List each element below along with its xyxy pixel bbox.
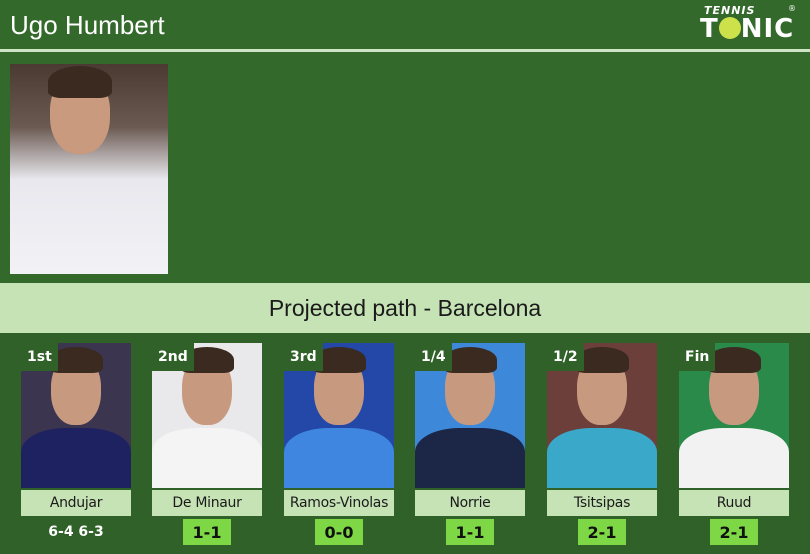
round-label: 1/2 xyxy=(547,343,584,371)
opponent-photo: 1/2 xyxy=(547,343,657,488)
match-score: 6-4 6-3 xyxy=(48,524,104,540)
opponent-photo: Fin xyxy=(679,343,789,488)
h2h-badge: 2-1 xyxy=(578,519,626,545)
opponent-name: De Minaur xyxy=(152,490,262,516)
h2h-badge: 1-1 xyxy=(183,519,231,545)
opponent-photo: 3rd xyxy=(284,343,394,488)
opponent-card: 1st Andujar 6-4 6-3 xyxy=(21,343,131,545)
opponent-card: 2nd De Minaur 1-1 xyxy=(152,343,262,545)
h2h-badge: 0-0 xyxy=(315,519,363,545)
tennis-tonic-logo: TENNIS T NIC ® xyxy=(700,4,796,44)
opponent-photo: 1st xyxy=(21,343,131,488)
divider xyxy=(0,49,810,52)
round-label: Fin xyxy=(679,343,716,371)
h2h-badge: 2-1 xyxy=(710,519,758,545)
page-title: Ugo Humbert xyxy=(10,10,165,40)
opponent-photo: 2nd xyxy=(152,343,262,488)
opponent-photo: 1/4 xyxy=(415,343,525,488)
opponent-name: Ramos-Vinolas xyxy=(284,490,394,516)
opponent-name: Tsitsipas xyxy=(547,490,657,516)
round-label: 2nd xyxy=(152,343,194,371)
opponent-name: Andujar xyxy=(21,490,131,516)
opponent-card: 1/4 Norrie 1-1 xyxy=(415,343,525,545)
opponent-name: Ruud xyxy=(679,490,789,516)
tennis-ball-icon xyxy=(718,17,741,39)
opponent-card: 1/2 Tsitsipas 2-1 xyxy=(547,343,657,545)
opponent-name: Norrie xyxy=(415,490,525,516)
round-label: 1/4 xyxy=(415,343,452,371)
round-label: 3rd xyxy=(284,343,323,371)
opponent-card: 3rd Ramos-Vinolas 0-0 xyxy=(284,343,394,545)
player-photo xyxy=(10,64,168,274)
path-title: Projected path - Barcelona xyxy=(0,283,810,333)
h2h-badge: 1-1 xyxy=(446,519,494,545)
round-label: 1st xyxy=(21,343,58,371)
opponent-card: Fin Ruud 2-1 xyxy=(679,343,789,545)
